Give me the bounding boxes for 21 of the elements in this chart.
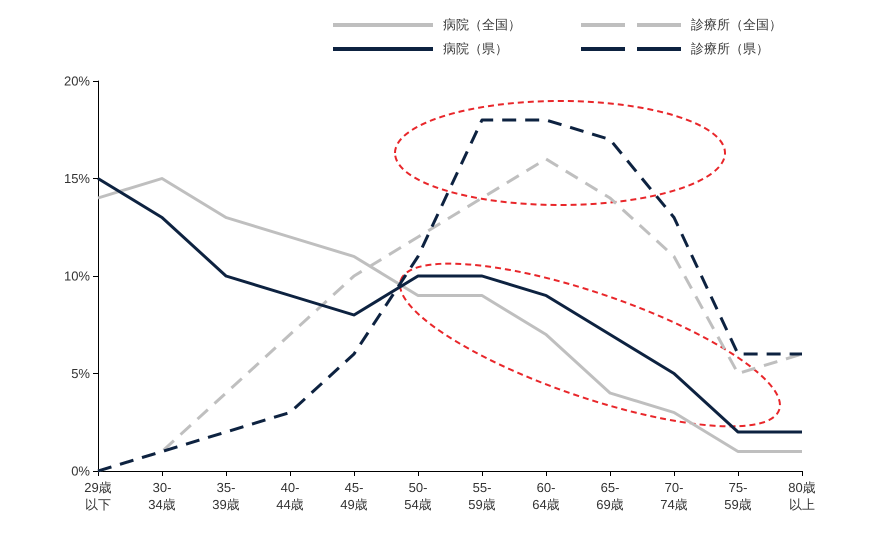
y-tick-label: 5%	[71, 366, 90, 381]
legend-label: 病院（全国）	[443, 16, 522, 34]
x-tick-label: 50- 54歳	[404, 480, 432, 512]
x-tick-label: 55- 59歳	[468, 480, 496, 512]
y-tick-label: 0%	[71, 464, 90, 478]
y-tick-label: 15%	[64, 171, 90, 186]
x-tick-label: 70- 74歳	[660, 480, 688, 512]
x-tick-label: 45- 49歳	[340, 480, 368, 512]
x-tick-label: 75- 59歳	[724, 480, 752, 512]
x-tick-label: 80歳以上	[788, 480, 816, 512]
x-tick-label: 35- 39歳	[212, 480, 240, 512]
x-tick-label: 60- 64歳	[532, 480, 560, 512]
x-tick-label: 30- 34歳	[148, 480, 176, 512]
y-tick-label: 10%	[64, 268, 90, 284]
x-tick-label: 65- 69歳	[596, 480, 624, 512]
y-tick-label: 20%	[64, 74, 90, 88]
x-tick-label: 40- 44歳	[276, 480, 304, 512]
x-tick-label: 29歳以下	[84, 480, 112, 512]
legend-label: 診療所（県）	[691, 40, 770, 58]
legend-label: 診療所（全国）	[691, 16, 783, 34]
legend-label: 病院（県）	[443, 40, 509, 58]
